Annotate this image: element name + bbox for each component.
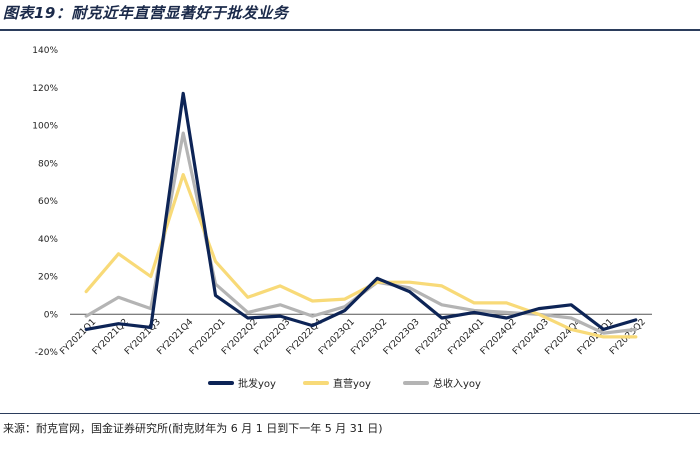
y-tick-label: 100% <box>32 122 58 132</box>
legend-label-total: 总收入yoy <box>433 377 481 390</box>
figure-source: 来源：耐克官网，国金证券研究所(耐克财年为 6 月 1 日到下一年 5 月 31… <box>3 422 383 435</box>
y-tick-label: 120% <box>32 84 58 94</box>
title-rule <box>0 29 700 31</box>
legend-label-direct: 直营yoy <box>333 377 371 390</box>
y-tick-label: 40% <box>38 235 58 245</box>
y-tick-label: -20% <box>35 348 59 358</box>
series-line-total <box>84 131 638 335</box>
y-tick-label: 80% <box>38 159 58 169</box>
legend: 批发yoy 直营yoy 总收入yoy <box>208 377 481 390</box>
y-tick-label: 60% <box>38 197 58 207</box>
legend-label-wholesale: 批发yoy <box>238 377 276 390</box>
y-tick-label: 0% <box>44 310 59 320</box>
y-tick-label: 20% <box>38 273 58 283</box>
source-rule <box>0 413 700 414</box>
series-line-direct <box>84 173 638 339</box>
figure-title: 图表19：耐克近年直营显著好于批发业务 <box>3 4 289 22</box>
series-line-wholesale <box>84 91 638 331</box>
y-tick-label: 140% <box>32 46 58 56</box>
y-axis-ticks: -20% 0% 20% 40% 60% 80% 100% 120% 140% <box>32 46 58 358</box>
series-lines <box>84 91 638 339</box>
